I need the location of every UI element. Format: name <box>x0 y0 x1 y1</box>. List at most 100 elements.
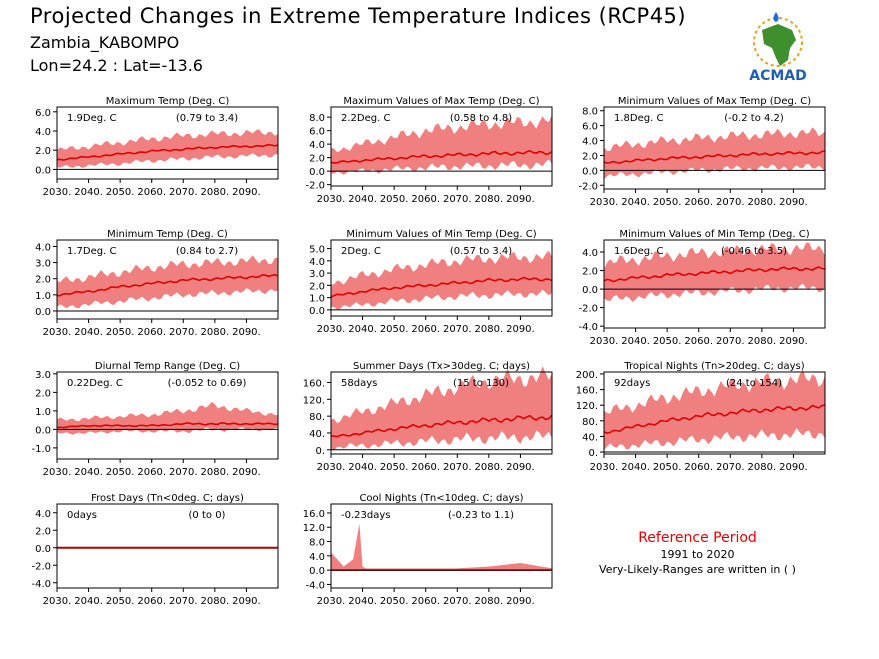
median-value-label: 1.6Deg. C <box>614 246 663 257</box>
y-tick-label: -4.0 <box>31 579 51 590</box>
y-tick-label: 80. <box>582 417 598 428</box>
x-tick-label: 2040. <box>348 462 377 473</box>
x-tick-label: 2090. <box>506 462 535 473</box>
x-tick-label: 2030. <box>590 336 619 347</box>
range-label: (0.57 to 3.4) <box>450 246 512 257</box>
y-tick-label: 80. <box>309 412 325 423</box>
x-tick-label: 2070. <box>443 462 472 473</box>
x-tick-label: 2030. <box>43 187 72 198</box>
x-tick-label: 2050. <box>653 462 682 473</box>
y-tick-label: 8.0 <box>309 113 325 124</box>
range-band <box>604 127 825 180</box>
x-tick-label: 2090. <box>506 596 535 607</box>
x-tick-label: 2060. <box>411 596 440 607</box>
range-band <box>57 401 278 435</box>
plot-frame <box>330 239 553 317</box>
median-line <box>330 276 553 298</box>
range-label: (15 to 130) <box>453 378 509 389</box>
x-tick-label: 2060. <box>137 327 166 338</box>
x-tick-label: 2050. <box>380 462 409 473</box>
x-tick-label: 2030. <box>590 462 619 473</box>
reference-years: 1991 to 2020 <box>660 548 735 561</box>
y-tick-label: 6.0 <box>309 127 325 138</box>
y-tick-label: 0.0 <box>35 307 51 318</box>
x-tick-label: 2060. <box>411 462 440 473</box>
x-tick-label: 2060. <box>684 336 713 347</box>
y-tick-label: 1.0 <box>35 291 51 302</box>
y-tick-label: 6.0 <box>582 122 598 133</box>
chart-panel: -4.0 -2.0 0.0 2.0 4.0 2030. 2040. 2050. 2060. 207… <box>31 493 279 607</box>
panel-title: Tropical Nights (Tn>20deg. C; days) <box>623 361 804 372</box>
median-line <box>56 273 279 297</box>
x-tick-label: 2090. <box>506 194 535 205</box>
x-tick-label: 2040. <box>74 187 103 198</box>
y-tick-label: 5.0 <box>309 245 325 256</box>
range-band <box>331 250 552 310</box>
y-tick-label: 4.0 <box>309 552 325 563</box>
x-tick-label: 2040. <box>621 197 650 208</box>
y-tick-label: 40. <box>582 432 598 443</box>
x-tick-label: 2030. <box>590 197 619 208</box>
x-tick-label: 2080. <box>201 327 230 338</box>
x-tick-label: 2070. <box>169 596 198 607</box>
y-tick-label: 0.0 <box>35 544 51 555</box>
y-tick-label: 0.0 <box>35 165 51 176</box>
median-value-label: 1.8Deg. C <box>614 113 663 124</box>
median-value-label: 2.2Deg. C <box>341 113 390 124</box>
chart-panel: 0. 40. 80. 120. 160. 2030. 2040. 2050. 2060. 2070… <box>303 361 553 473</box>
x-tick-label: 2030. <box>317 596 346 607</box>
page-title: Projected Changes in Extreme Temperature… <box>30 4 687 28</box>
y-tick-label: -4.0 <box>578 322 598 333</box>
x-tick-label: 2060. <box>137 467 166 478</box>
x-tick-label: 2080. <box>748 197 777 208</box>
y-tick-label: 1.0 <box>35 407 51 418</box>
x-tick-label: 2030. <box>43 467 72 478</box>
y-tick-label: 3.0 <box>309 269 325 280</box>
reference-period-box: Reference Period 1991 to 2020 Very-Likel… <box>585 530 810 576</box>
y-tick-label: 0.0 <box>35 425 51 436</box>
x-tick-label: 2080. <box>201 467 230 478</box>
range-band <box>331 523 552 571</box>
range-band <box>604 242 825 303</box>
y-tick-label: 200. <box>576 370 598 381</box>
x-tick-label: 2090. <box>232 327 261 338</box>
y-tick-label: 2.0 <box>35 388 51 399</box>
reference-note: Very-Likely-Ranges are written in ( ) <box>599 563 796 576</box>
median-line <box>330 414 553 438</box>
y-tick-label: 160. <box>576 386 598 397</box>
x-tick-label: 2050. <box>380 324 409 335</box>
median-value-label: 0days <box>67 510 97 521</box>
x-tick-label: 2070. <box>716 462 745 473</box>
y-tick-label: 3.0 <box>35 259 51 270</box>
range-band <box>604 369 825 451</box>
x-tick-label: 2070. <box>716 197 745 208</box>
x-tick-label: 2090. <box>232 187 261 198</box>
y-tick-label: 4.0 <box>309 257 325 268</box>
chart-panel: -4.0 -2.0 0.0 2.0 4.0 2030. 2040. 2050. 2060. 207… <box>578 229 826 347</box>
x-tick-label: 2060. <box>137 187 166 198</box>
median-value-label: 0.22Deg. C <box>67 378 123 389</box>
panel-title: Minimum Temp (Deg. C) <box>107 229 228 240</box>
plot-frame <box>330 503 553 589</box>
x-tick-label: 2030. <box>43 596 72 607</box>
median-value-label: 1.9Deg. C <box>67 113 116 124</box>
x-tick-label: 2040. <box>621 336 650 347</box>
y-tick-label: 8.0 <box>309 538 325 549</box>
y-tick-label: 2.0 <box>309 281 325 292</box>
y-tick-label: 0.0 <box>582 285 598 296</box>
y-tick-label: -2.0 <box>578 304 598 315</box>
panel-title: Minimum Values of Min Temp (Deg. C) <box>346 229 536 240</box>
plot-frame <box>603 239 826 329</box>
range-band <box>57 129 278 168</box>
x-tick-label: 2060. <box>684 462 713 473</box>
x-tick-label: 2070. <box>169 327 198 338</box>
range-label: (-0.23 to 1.1) <box>448 510 514 521</box>
y-tick-label: -1.0 <box>31 444 51 455</box>
x-tick-label: 2080. <box>475 462 504 473</box>
plot-frame <box>330 371 553 455</box>
y-tick-label: 120. <box>576 401 598 412</box>
x-tick-label: 2040. <box>74 596 103 607</box>
x-tick-label: 2080. <box>475 596 504 607</box>
x-tick-label: 2060. <box>411 194 440 205</box>
